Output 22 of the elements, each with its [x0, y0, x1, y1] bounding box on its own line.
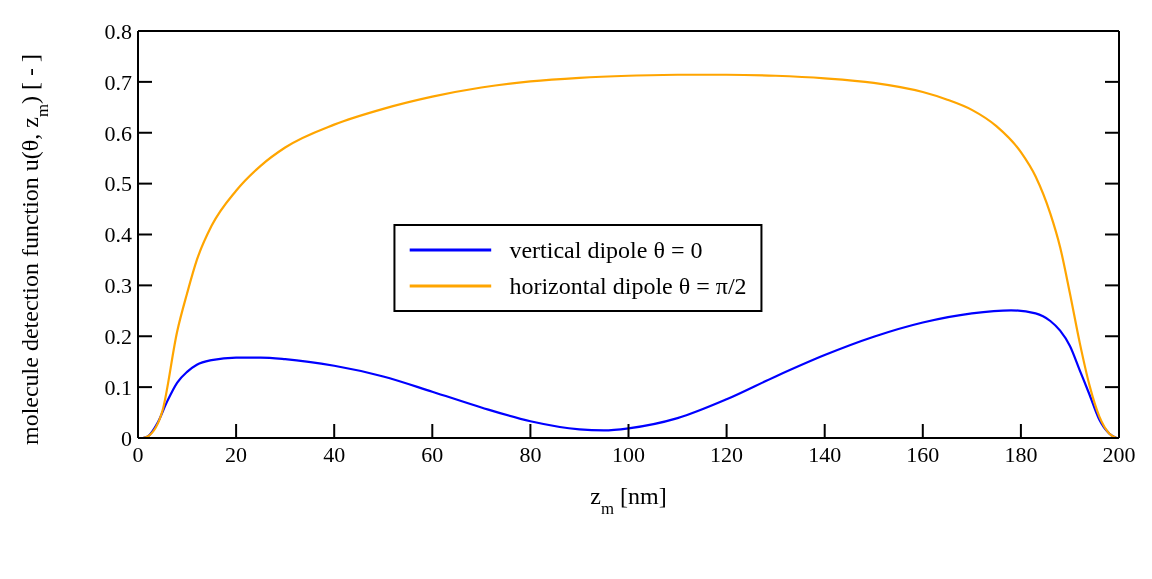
x-tick-label: 40	[323, 441, 346, 467]
y-tick-label: 0.6	[104, 120, 132, 146]
x-tick-label: 200	[1102, 441, 1136, 467]
y-tick-label: 0.3	[104, 273, 132, 299]
x-tick-label: 20	[225, 441, 248, 467]
x-tick-label: 120	[710, 441, 744, 467]
x-tick-label: 140	[808, 441, 842, 467]
x-tick-label: 80	[519, 441, 542, 467]
x-tick-label: 160	[906, 441, 940, 467]
x-tick-label: 100	[612, 441, 645, 467]
y-tick-label: 0.1	[104, 374, 132, 400]
y-tick-label: 0.4	[104, 222, 132, 248]
y-tick-label: 0.7	[104, 69, 132, 95]
y-tick-label: 0.8	[104, 18, 132, 44]
y-tick-label: 0	[121, 425, 132, 451]
x-tick-label: 180	[1004, 441, 1038, 467]
y-tick-label: 0.5	[104, 171, 132, 197]
x-axis-title: z$_{m}$ [nm]	[590, 483, 667, 518]
legend-label: vertical dipole θ = 0	[509, 236, 703, 265]
legend-label: horizontal dipole θ = π/2	[509, 272, 747, 301]
y-tick-label: 0.2	[104, 324, 132, 350]
x-tick-label: 60	[421, 441, 444, 467]
